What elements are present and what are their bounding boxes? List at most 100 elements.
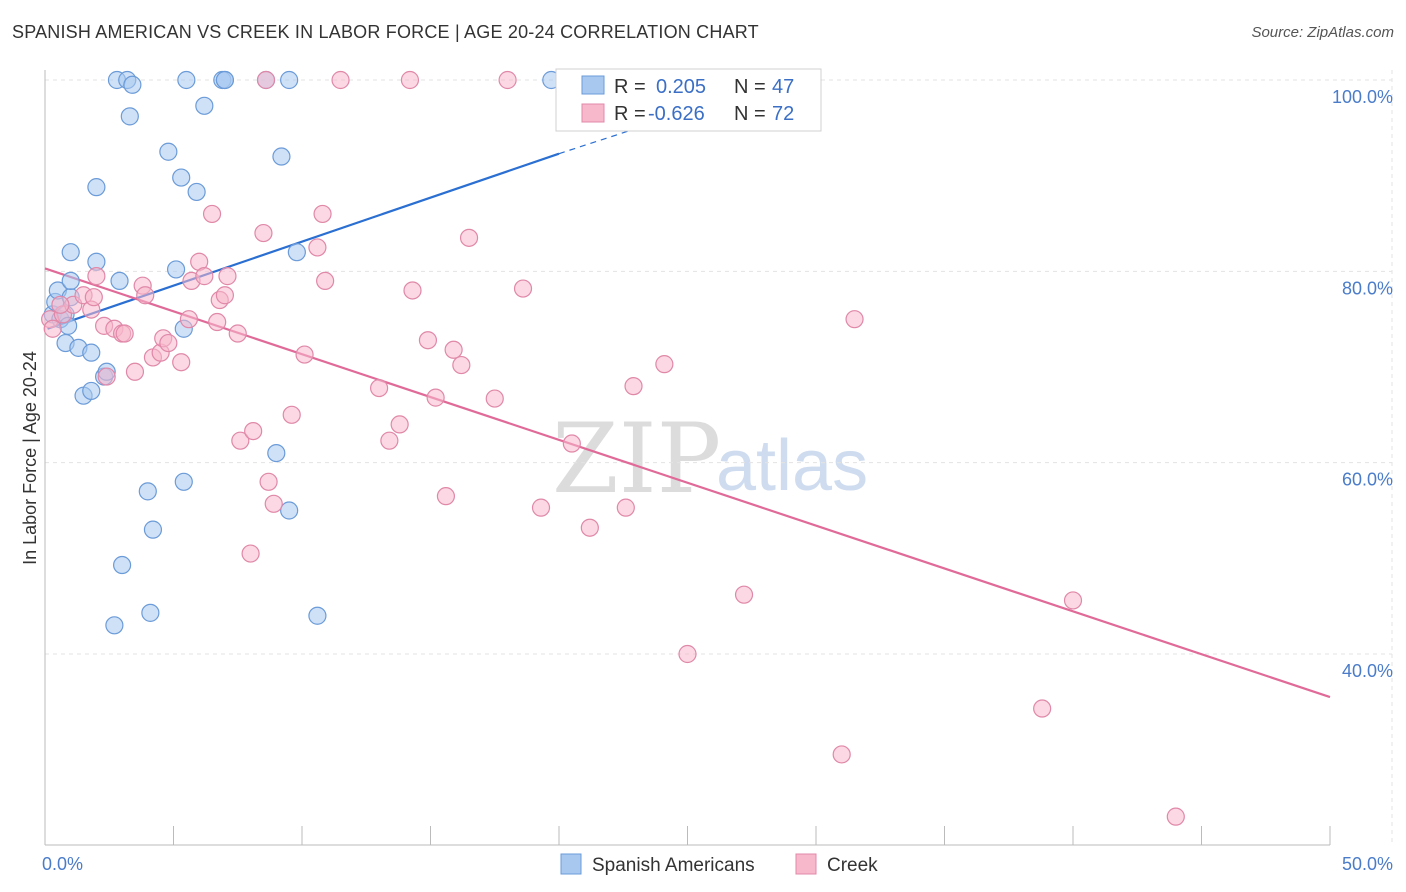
point-spanish-americans-11 bbox=[82, 381, 101, 401]
point-spanish-americans-14 bbox=[61, 271, 80, 290]
y-axis-title: In Labor Force | Age 20-24 bbox=[20, 351, 40, 565]
correlation-legend: R = 0.205 N = 47 R = -0.626 N = 72 bbox=[555, 68, 822, 132]
point-creek-68 bbox=[1166, 807, 1185, 826]
trend-line-creek bbox=[44, 267, 1331, 699]
point-creek-17 bbox=[159, 333, 178, 353]
point-creek-25 bbox=[215, 286, 234, 305]
point-spanish-americans-15 bbox=[61, 243, 80, 262]
legend-n-label-2: N = bbox=[734, 103, 766, 125]
point-creek-50 bbox=[452, 355, 471, 375]
point-creek-52 bbox=[485, 389, 504, 408]
point-spanish-americans-25 bbox=[187, 182, 206, 202]
point-spanish-americans-40 bbox=[143, 520, 163, 539]
point-spanish-americans-9 bbox=[82, 343, 101, 362]
point-creek-31 bbox=[254, 223, 273, 243]
point-creek-13 bbox=[136, 286, 155, 305]
point-creek-66 bbox=[1033, 699, 1052, 718]
point-creek-47 bbox=[426, 388, 445, 407]
point-creek-46 bbox=[418, 331, 438, 350]
point-creek-65 bbox=[845, 310, 864, 329]
x-tick-label-50: 50.0% bbox=[1342, 854, 1393, 874]
point-creek-49 bbox=[444, 340, 463, 359]
legend-swatch-creek bbox=[581, 103, 605, 123]
point-creek-64 bbox=[832, 745, 851, 764]
watermark-atlas: atlas bbox=[716, 426, 868, 506]
point-creek-30 bbox=[244, 421, 263, 441]
point-creek-61 bbox=[655, 355, 674, 374]
point-creek-19 bbox=[179, 310, 199, 329]
axes bbox=[44, 70, 1393, 846]
point-spanish-americans-27 bbox=[195, 96, 214, 115]
y-tick-label-60: 60.0% bbox=[1342, 470, 1393, 490]
point-spanish-americans-38 bbox=[280, 501, 299, 520]
point-creek-36 bbox=[295, 345, 314, 364]
point-creek-51 bbox=[459, 228, 479, 247]
point-spanish-americans-24 bbox=[172, 168, 191, 187]
point-creek-22 bbox=[195, 267, 214, 286]
point-creek-63 bbox=[734, 585, 754, 604]
point-spanish-americans-45 bbox=[308, 606, 327, 625]
point-creek-27 bbox=[208, 312, 227, 332]
point-creek-53 bbox=[513, 279, 533, 298]
trend-line-spanish-americans bbox=[47, 152, 560, 330]
point-creek-18 bbox=[172, 353, 191, 372]
point-creek-57 bbox=[562, 434, 581, 453]
point-creek-41 bbox=[331, 70, 350, 90]
point-creek-23 bbox=[202, 204, 222, 224]
point-spanish-americans-30 bbox=[215, 70, 234, 90]
point-creek-26 bbox=[218, 267, 237, 286]
point-creek-39 bbox=[316, 271, 335, 290]
point-creek-42 bbox=[370, 378, 389, 398]
bottom-legend-swatch-spanish-americans bbox=[560, 853, 582, 875]
point-spanish-americans-33 bbox=[280, 70, 299, 90]
legend-r-label-1: R = bbox=[614, 76, 646, 98]
point-spanish-americans-32 bbox=[272, 147, 291, 166]
legend-n-label-1: N = bbox=[734, 76, 766, 98]
point-spanish-americans-26 bbox=[177, 70, 196, 90]
gridlines bbox=[45, 79, 1392, 655]
legend-r-value-2: -0.626 bbox=[648, 103, 705, 125]
point-creek-32 bbox=[241, 544, 260, 563]
point-creek-60 bbox=[624, 377, 643, 396]
legend-swatch-spanish-americans bbox=[581, 75, 605, 95]
point-creek-10 bbox=[97, 367, 116, 386]
bottom-legend-label-creek: Creek bbox=[827, 855, 878, 876]
source-credit: Source: ZipAtlas.com bbox=[1251, 24, 1394, 41]
point-creek-9 bbox=[115, 324, 134, 343]
point-creek-54 bbox=[531, 498, 551, 517]
point-creek-71 bbox=[51, 295, 70, 314]
y-tick-label-40: 40.0% bbox=[1342, 661, 1393, 681]
data-points bbox=[41, 70, 1185, 826]
point-spanish-americans-35 bbox=[166, 260, 186, 279]
point-creek-58 bbox=[580, 518, 599, 537]
point-spanish-americans-23 bbox=[159, 142, 178, 161]
point-spanish-americans-39 bbox=[138, 482, 157, 501]
point-creek-43 bbox=[380, 431, 399, 450]
point-creek-67 bbox=[1063, 591, 1083, 610]
point-creek-69 bbox=[43, 319, 62, 338]
y-tick-label-80: 80.0% bbox=[1342, 278, 1393, 298]
legend-r-label-2: R = bbox=[614, 103, 646, 125]
point-spanish-americans-41 bbox=[174, 472, 193, 491]
point-spanish-americans-22 bbox=[123, 75, 142, 94]
legend-n-value-1: 47 bbox=[772, 76, 794, 98]
tick-labels: 40.0% 60.0% 80.0% 100.0% 0.0% 50.0% bbox=[42, 87, 1393, 874]
point-creek-48 bbox=[436, 487, 456, 506]
point-creek-34 bbox=[264, 494, 283, 513]
bottom-legend-swatch-creek bbox=[795, 853, 817, 875]
point-creek-56 bbox=[498, 70, 517, 90]
point-spanish-americans-42 bbox=[112, 555, 132, 575]
point-creek-37 bbox=[308, 238, 327, 257]
point-creek-38 bbox=[313, 204, 332, 224]
point-creek-44 bbox=[390, 415, 409, 434]
x-tick-label-0: 0.0% bbox=[42, 854, 83, 874]
point-spanish-americans-34 bbox=[287, 243, 306, 262]
legend-r-value-1: 0.205 bbox=[656, 76, 706, 98]
point-creek-28 bbox=[228, 324, 247, 343]
point-spanish-americans-44 bbox=[141, 603, 160, 622]
point-creek-4 bbox=[87, 267, 106, 286]
point-creek-59 bbox=[616, 498, 635, 517]
point-creek-62 bbox=[678, 644, 697, 664]
point-spanish-americans-18 bbox=[87, 178, 106, 197]
series-legend: Spanish Americans Creek bbox=[560, 853, 878, 876]
